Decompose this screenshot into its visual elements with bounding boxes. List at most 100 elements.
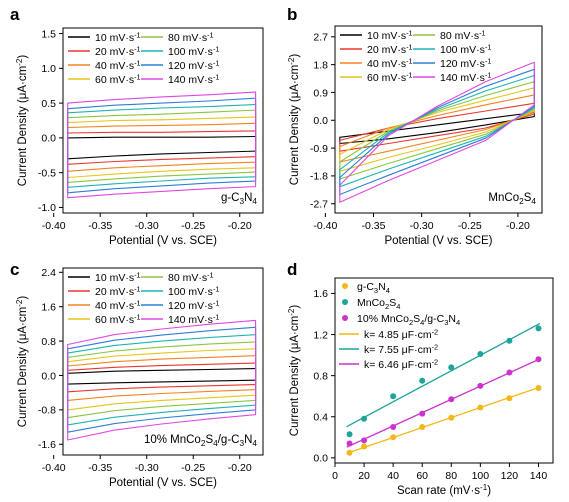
y-tick-label: -1.6 — [38, 439, 56, 451]
data-point — [506, 395, 513, 402]
x-tick-label: 100 — [472, 470, 490, 482]
data-point — [361, 437, 368, 444]
cv-curve — [67, 355, 257, 401]
legend-fit-label: k= 4.85 μF·cm-2 — [364, 327, 438, 341]
cv-curve — [339, 102, 535, 152]
cv-curve — [67, 348, 257, 411]
panel-d: d 0 20 40 60 80 100 120 140 0.0 0.4 0.8 1.2 1.6 Scan r… — [287, 260, 554, 497]
cv-curve — [67, 116, 257, 179]
sample-label: MnCo2S4 — [488, 192, 536, 206]
legend-label: 120 mV·s-1 — [440, 56, 491, 70]
x-tick-label: -0.40 — [313, 220, 337, 232]
x-tick-label: 0 — [332, 470, 338, 482]
x-axis-label: Scan rate (mV·s-1) — [397, 483, 491, 497]
panel-letter-c: c — [10, 260, 19, 279]
data-point — [448, 396, 455, 403]
legend-fit-label: k= 6.46 μF·cm-2 — [364, 357, 438, 371]
x-tick-label: 40 — [387, 470, 399, 482]
plot-frame — [334, 25, 543, 214]
legend-label: 60 mV·s-1 — [95, 312, 141, 326]
y-tick-label: 0.0 — [313, 453, 328, 465]
y-tick-label: -1.8 — [310, 171, 328, 183]
y-tick-label: 0.9 — [313, 87, 328, 99]
y-tick-label: 1.5 — [41, 28, 56, 40]
x-tick-label: 20 — [358, 470, 370, 482]
cv-curve — [67, 362, 257, 393]
data-point — [390, 424, 397, 431]
x-axis-label: Potential (V vs. SCE) — [109, 235, 217, 247]
data-point — [346, 431, 353, 438]
legend-label: MnCo2S4 — [357, 297, 400, 311]
cv-curve — [67, 130, 257, 165]
y-axis-label: Current Density (μA·cm-2) — [15, 296, 29, 428]
legend-label: 20 mV·s-1 — [95, 44, 141, 58]
plot-frame — [62, 27, 264, 214]
legend-label: 140 mV·s-1 — [440, 70, 491, 84]
legend-label: 120 mV·s-1 — [168, 298, 219, 312]
x-tick-label: 120 — [501, 470, 519, 482]
panel-letter-b: b — [287, 5, 297, 24]
x-tick-label: -0.25 — [458, 220, 482, 232]
x-tick-label: -0.20 — [506, 220, 530, 232]
legend-label: 40 mV·s-1 — [95, 58, 141, 72]
x-tick-label: -0.20 — [228, 462, 252, 474]
plot-frame — [62, 267, 264, 456]
legend-label: 40 mV·s-1 — [367, 56, 413, 70]
x-tick-label: -0.20 — [228, 220, 252, 232]
sample-label: g-C3N4 — [221, 192, 257, 206]
x-axis-label: Potential (V vs. SCE) — [384, 235, 492, 247]
y-tick-label: -0.5 — [38, 167, 56, 179]
y-tick-label: -2.7 — [310, 199, 328, 211]
y-tick-label: 1.0 — [41, 63, 56, 75]
x-tick-label: -0.35 — [362, 220, 386, 232]
legend-label: 60 mV·s-1 — [367, 70, 413, 84]
panel-a: a -0.40 -0.35 -0.30 -0.25 -0.20 -1.0 -0.5 0.0 0.5… — [10, 5, 264, 247]
data-point — [535, 384, 542, 391]
cv-curve — [339, 111, 535, 145]
legend-marker — [342, 315, 348, 321]
y-tick-label: 0.0 — [41, 370, 56, 382]
legend-label: 140 mV·s-1 — [168, 312, 219, 326]
y-axis-label: Current Density (μA·cm-2) — [15, 55, 29, 187]
x-tick-label: 60 — [416, 470, 428, 482]
cv-curve — [67, 319, 257, 441]
y-tick-label: -1.0 — [38, 202, 56, 214]
legend-label: 60 mV·s-1 — [95, 72, 141, 86]
data-point — [535, 325, 542, 332]
data-point — [419, 424, 426, 431]
legend-label: 20 mV·s-1 — [367, 42, 413, 56]
data-point — [346, 449, 353, 456]
y-axis-label: Current Density (μA·cm-2) — [287, 305, 301, 437]
data-point — [506, 369, 513, 376]
panel-letter-d: d — [287, 260, 297, 279]
cv-curve — [67, 334, 257, 426]
y-tick-label: -0.8 — [38, 405, 56, 417]
data-point — [346, 440, 353, 447]
legend-label: 100 mV·s-1 — [440, 42, 491, 56]
y-axis-label: Current Density (μA·cm-2) — [287, 54, 301, 186]
data-point — [419, 377, 426, 384]
y-tick-label: -0.9 — [310, 143, 328, 155]
legend-label: 140 mV·s-1 — [168, 72, 219, 86]
legend-label: 100 mV·s-1 — [168, 44, 219, 58]
y-tick-label: 2.4 — [41, 267, 56, 279]
legend-label: 80 mV·s-1 — [168, 270, 214, 284]
x-tick-label: -0.35 — [88, 220, 112, 232]
data-point — [477, 382, 484, 389]
cv-curve — [67, 135, 257, 160]
data-point — [390, 393, 397, 400]
data-point — [535, 356, 542, 363]
data-point — [448, 414, 455, 421]
legend-label: 10 mV·s-1 — [95, 30, 141, 44]
legend-label: 10 mV·s-1 — [367, 28, 413, 42]
y-tick-label: 1.6 — [41, 301, 56, 313]
data-point — [390, 434, 397, 441]
legend-label: 40 mV·s-1 — [95, 298, 141, 312]
cv-curve — [67, 97, 257, 194]
data-point — [419, 410, 426, 417]
data-point — [477, 404, 484, 411]
data-point — [361, 415, 368, 422]
data-point — [506, 337, 513, 344]
cv-curve — [339, 81, 535, 180]
